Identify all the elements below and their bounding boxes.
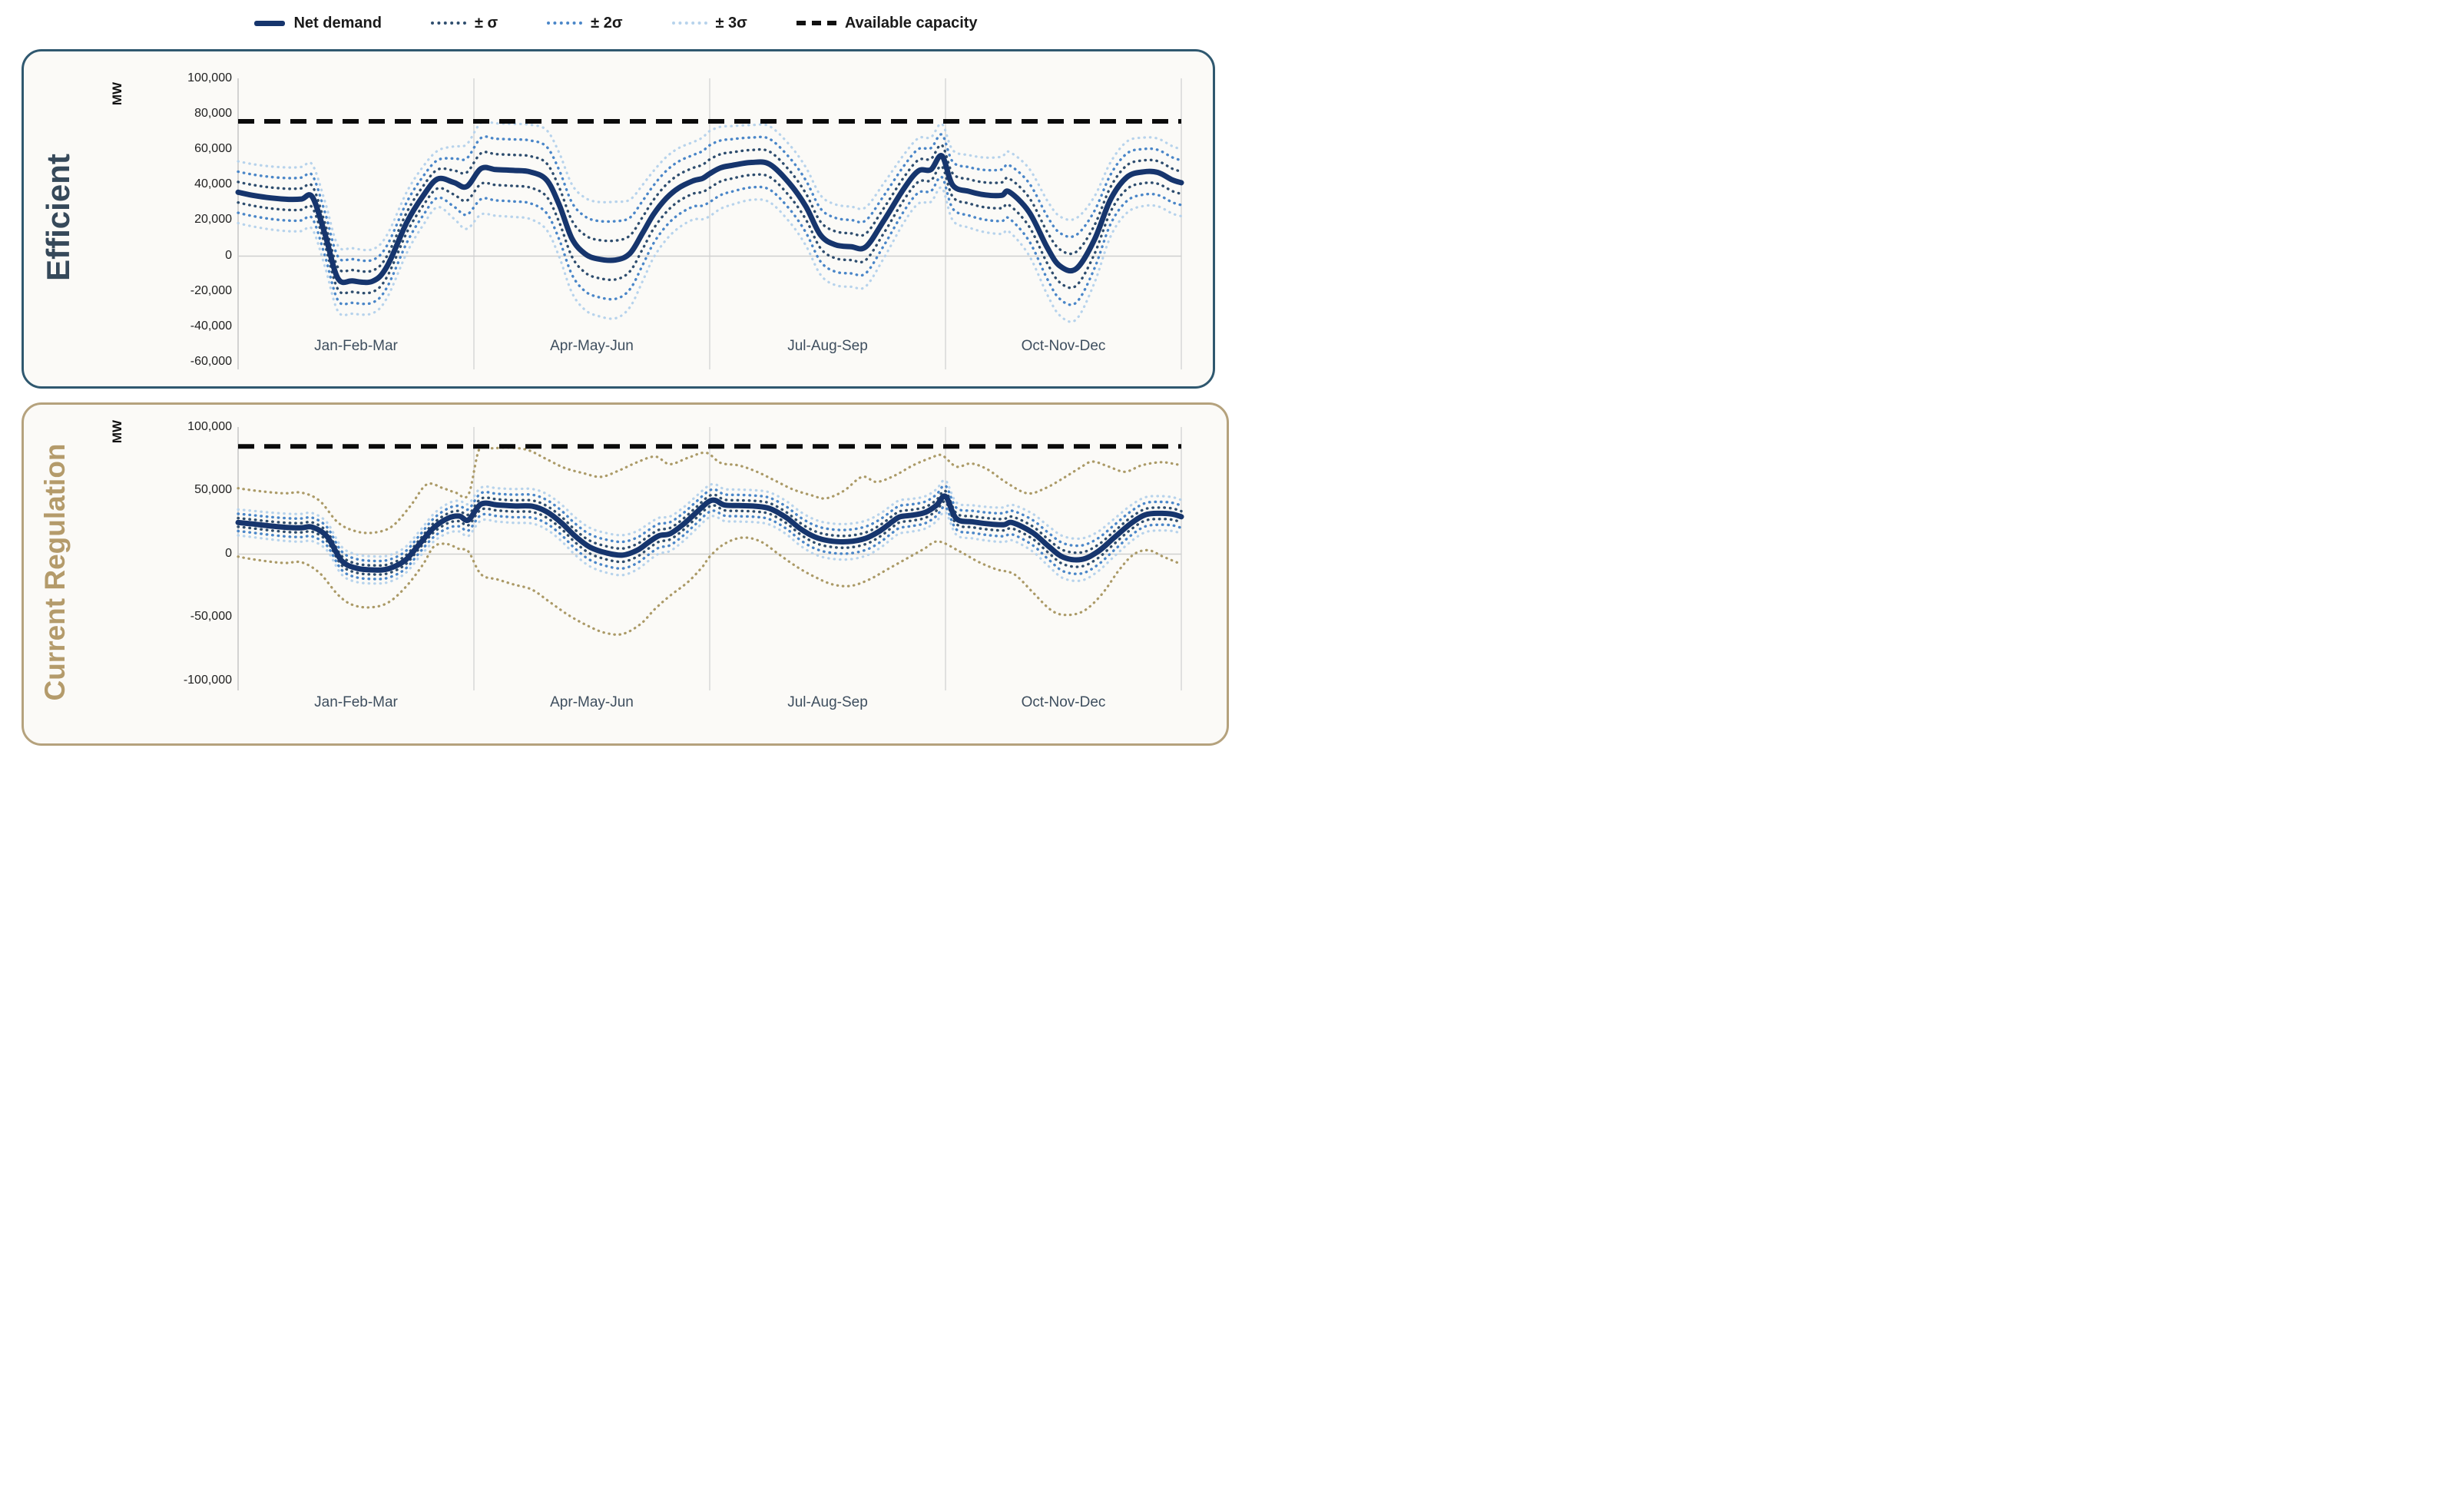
y-tick-label-efficient: -40,000 — [190, 319, 232, 333]
sigma-band-plus3-current-regulation — [237, 478, 1183, 558]
y-tick-label-efficient: 80,000 — [194, 106, 232, 120]
sigma-band-minus1-efficient — [237, 164, 1183, 295]
legend-item-net-demand: Net demand — [254, 14, 382, 32]
available-capacity-legend-marker-icon — [796, 21, 836, 25]
x-axis-label-current-regulation: Apr-May-Jun — [550, 694, 634, 710]
legend-label: ± σ — [474, 14, 498, 31]
net-demand-legend-marker-icon — [254, 20, 286, 26]
sigma-band-plus2-efficient — [237, 133, 1183, 263]
y-tick-label-current-regulation: 50,000 — [194, 483, 232, 496]
sigma-band-plus1-current-regulation — [237, 489, 1183, 568]
x-axis-label-efficient: Apr-May-Jun — [550, 338, 634, 354]
two-sigma-legend-marker-icon — [547, 22, 583, 25]
y-tick-label-efficient: 0 — [225, 248, 232, 262]
sigma-band-plus1-efficient — [237, 144, 1183, 273]
y-tick-label-current-regulation: 0 — [225, 546, 232, 560]
legend-item-2sigma: ± 2σ — [547, 14, 623, 32]
y-tick-label-current-regulation: -100,000 — [183, 673, 232, 687]
sigma-band-minus2-efficient — [237, 175, 1183, 306]
legend-label: Net demand — [293, 14, 382, 31]
x-axis-label-current-regulation: Jan-Feb-Mar — [314, 694, 398, 710]
legend: Net demand ± σ ± 2σ ± 3σ Available capac… — [0, 6, 1232, 40]
x-axis-label-current-regulation: Oct-Nov-Dec — [1021, 694, 1106, 710]
y-tick-label-current-regulation: -50,000 — [190, 610, 232, 623]
regulation-band-lower-current-regulation — [237, 536, 1183, 636]
sigma-legend-marker-icon — [430, 22, 466, 25]
legend-item-sigma: ± σ — [430, 14, 498, 32]
y-tick-label-efficient: -60,000 — [190, 355, 232, 369]
legend-label: ± 3σ — [715, 14, 747, 31]
y-tick-label-efficient: 60,000 — [194, 141, 232, 155]
legend-item-available-capacity: Available capacity — [796, 15, 978, 32]
efficient-panel — [22, 49, 1215, 389]
legend-label: Available capacity — [844, 14, 978, 31]
y-tick-label-efficient: 40,000 — [194, 177, 232, 191]
sigma-band-minus1-current-regulation — [237, 500, 1183, 576]
charts-canvas — [235, 78, 1184, 690]
x-axis-label-efficient: Jul-Aug-Sep — [787, 338, 868, 354]
three-sigma-legend-marker-icon — [671, 22, 707, 25]
x-axis-label-efficient: Jan-Feb-Mar — [314, 338, 398, 354]
y-tick-label-efficient: 100,000 — [187, 71, 232, 84]
y-tick-label-efficient: -20,000 — [190, 283, 232, 297]
sigma-band-plus2-current-regulation — [237, 484, 1183, 563]
sigma-band-plus3-efficient — [237, 120, 1183, 252]
net-demand-line-efficient — [235, 153, 1184, 286]
x-axis-label-efficient: Oct-Nov-Dec — [1021, 338, 1106, 354]
x-axis-label-current-regulation: Jul-Aug-Sep — [787, 694, 868, 710]
y-tick-label-efficient: 20,000 — [194, 213, 232, 227]
legend-item-3sigma: ± 3σ — [671, 14, 747, 32]
sigma-band-minus3-current-regulation — [237, 511, 1183, 585]
sigma-band-minus2-current-regulation — [237, 505, 1183, 581]
y-tick-label-current-regulation: 100,000 — [187, 419, 232, 433]
sigma-band-minus3-efficient — [237, 186, 1183, 323]
net-demand-line-current-regulation — [235, 493, 1184, 573]
current-regulation-panel — [22, 402, 1229, 746]
legend-label: ± 2σ — [591, 14, 623, 31]
figure: Net demand ± σ ± 2σ ± 3σ Available capac… — [0, 0, 1232, 746]
regulation-band-upper-current-regulation — [237, 444, 1183, 535]
